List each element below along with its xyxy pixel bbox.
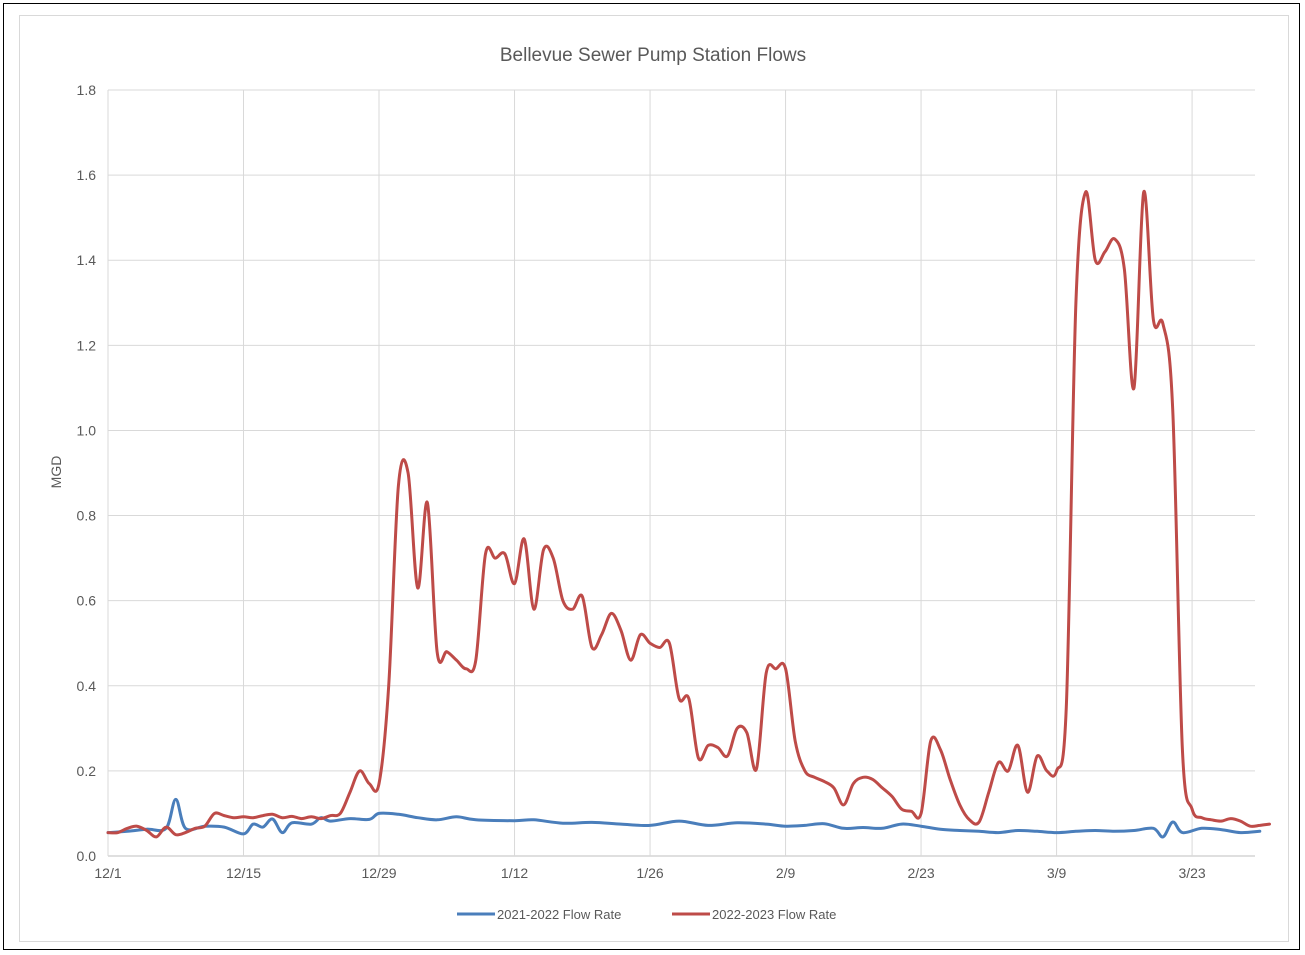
y-tick-label: 0.8 bbox=[77, 508, 97, 524]
x-tick-label: 12/29 bbox=[361, 865, 396, 881]
y-tick-label: 0.4 bbox=[77, 678, 97, 694]
chart-frame bbox=[3, 3, 1300, 950]
x-tick-label: 2/9 bbox=[776, 865, 796, 881]
x-tick-label: 3/9 bbox=[1047, 865, 1067, 881]
x-tick-labels: 12/1 12/15 12/29 1/12 1/26 2/9 2/23 3/9 3/23 bbox=[94, 865, 1206, 881]
y-tick-label: 1.8 bbox=[77, 82, 97, 98]
series-lines bbox=[106, 190, 1271, 839]
legend-label-1: 2021-2022 Flow Rate bbox=[497, 907, 621, 922]
y-tick-label: 0.6 bbox=[77, 593, 97, 609]
legend: 2021-2022 Flow Rate 2022-2023 Flow Rate bbox=[457, 907, 836, 922]
x-tick-label: 1/12 bbox=[501, 865, 528, 881]
y-tick-label: 0.0 bbox=[77, 848, 97, 864]
x-tick-label: 3/23 bbox=[1178, 865, 1205, 881]
x-tick-label: 12/1 bbox=[94, 865, 121, 881]
chart-title: Bellevue Sewer Pump Station Flows bbox=[500, 45, 806, 66]
gridlines bbox=[107, 89, 1255, 857]
x-tick-label: 1/26 bbox=[636, 865, 663, 881]
y-tick-label: 0.2 bbox=[77, 763, 97, 779]
legend-label-2: 2022-2023 Flow Rate bbox=[712, 907, 836, 922]
y-axis-label: MGD bbox=[48, 456, 64, 489]
series-line-2 bbox=[106, 190, 1271, 839]
y-tick-labels: 0.0 0.2 0.4 0.6 0.8 1.0 1.2 1.4 1.6 1.8 bbox=[77, 82, 97, 864]
x-tick-label: 2/23 bbox=[907, 865, 934, 881]
y-tick-label: 1.0 bbox=[77, 422, 97, 438]
y-tick-label: 1.4 bbox=[77, 252, 97, 268]
y-tick-label: 1.2 bbox=[77, 337, 97, 353]
x-tick-label: 12/15 bbox=[226, 865, 261, 881]
chart-area-border bbox=[19, 15, 1289, 942]
y-tick-label: 1.6 bbox=[77, 167, 97, 183]
series-line-1 bbox=[106, 797, 1262, 839]
